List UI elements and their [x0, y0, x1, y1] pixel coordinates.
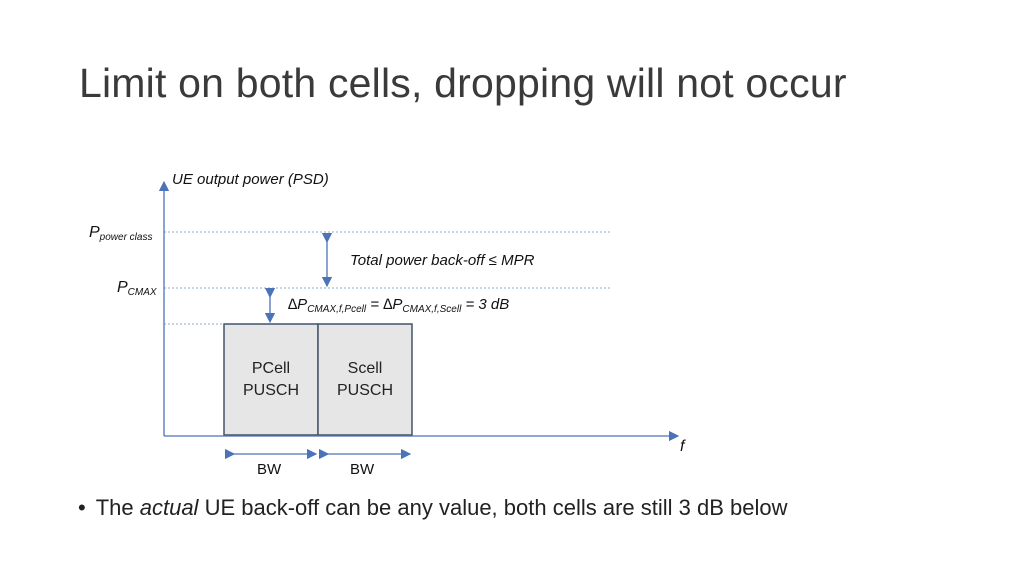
scell-line1: Scell [347, 360, 383, 377]
cmax-main: P [117, 279, 128, 296]
power-class-sub: power class [99, 232, 153, 243]
cmax-label: PCMAX [117, 279, 157, 298]
bullet-dot: • [78, 495, 86, 520]
scell-block-text: Scell PUSCH [318, 358, 412, 402]
scell-line2: PUSCH [336, 382, 393, 399]
slide-title: Limit on both cells, dropping will not o… [79, 60, 847, 106]
y-axis-label: UE output power (PSD) [172, 171, 329, 188]
delta-pcmax-label: ∆PCMAX,f,Pcell = ∆PCMAX,f,Scell = 3 dB [288, 296, 509, 315]
pcell-block-text: PCell PUSCH [224, 358, 318, 402]
total-backoff-label: Total power back-off ≤ MPR [350, 252, 535, 269]
pcell-pusch-block [223, 323, 319, 436]
delta-sub-pcell: CMAX,f,Pcell [307, 304, 367, 315]
bullet-item: • The actual UE back-off can be any value… [78, 495, 787, 521]
cmax-sub: CMAX [127, 287, 157, 298]
scell-bw-label: BW [350, 461, 375, 478]
pcell-bw-label: BW [257, 461, 282, 478]
scell-pusch-block [317, 323, 413, 436]
bullet-post: UE back-off can be any value, both cells… [198, 495, 788, 520]
bullet-emph: actual [139, 495, 199, 520]
delta-sub-scell: CMAX,f,Scell [402, 304, 462, 315]
pcell-line2: PUSCH [242, 382, 299, 399]
pcell-line1: PCell [251, 360, 291, 377]
x-axis-label: f [680, 438, 685, 455]
bullet-pre: The [95, 495, 140, 520]
delta-eq1: = [366, 296, 384, 313]
delta-sym-pcell: ∆P [288, 296, 308, 313]
power-class-main: P [89, 224, 100, 241]
delta-eq2: = 3 dB [461, 296, 510, 313]
delta-sym-scell: ∆P [383, 296, 403, 313]
power-class-label: Ppower class [89, 224, 152, 243]
